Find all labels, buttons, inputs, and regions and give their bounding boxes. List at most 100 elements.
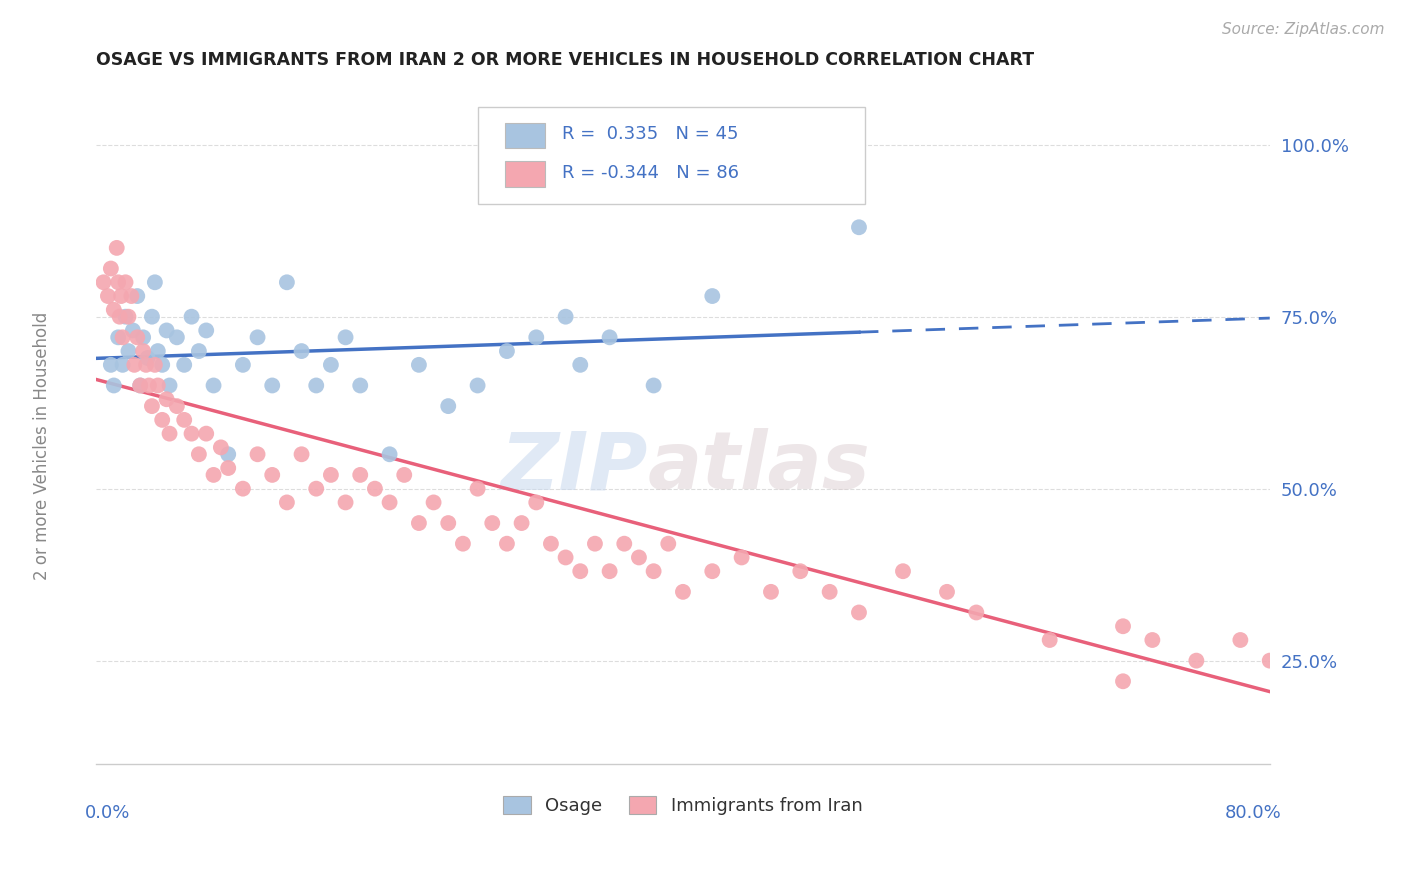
Point [195,323,218,337]
Point [105,241,128,255]
Text: R = -0.344   N = 86: R = -0.344 N = 86 [562,163,740,182]
Point [394,467,416,482]
Point [290,447,312,461]
Point [150,413,173,427]
Point [1112,619,1135,633]
Point [103,302,125,317]
Point [599,330,621,344]
Point [103,378,125,392]
Point [730,550,752,565]
Point [262,467,284,482]
Point [789,564,811,578]
Point [127,289,149,303]
Point [408,516,430,530]
Point [467,378,489,392]
Point [141,310,163,324]
Point [127,330,149,344]
Point [305,378,328,392]
Point [627,550,650,565]
Point [173,413,195,427]
Point [451,537,474,551]
Point [496,344,519,359]
Point [93,275,115,289]
Point [217,447,239,461]
Point [378,495,401,509]
Point [146,344,169,359]
Point [569,564,592,578]
Point [155,392,177,407]
Point [936,585,959,599]
Point [180,426,202,441]
FancyBboxPatch shape [478,106,865,204]
Point [349,467,371,482]
Point [1376,674,1399,689]
Point [422,495,444,509]
Point [613,537,636,551]
Text: ZIP: ZIP [501,428,648,506]
Point [276,495,298,509]
Point [554,550,576,565]
Point [114,275,136,289]
Legend: Osage, Immigrants from Iran: Osage, Immigrants from Iran [496,789,870,822]
Point [262,378,284,392]
Point [569,358,592,372]
Point [246,330,269,344]
Point [114,310,136,324]
Point [349,378,371,392]
Point [97,289,120,303]
Point [217,461,239,475]
Point [209,441,232,455]
Point [524,495,547,509]
Text: R =  0.335   N = 45: R = 0.335 N = 45 [562,125,738,144]
Point [524,330,547,344]
Point [437,399,460,413]
Point [138,378,160,392]
Point [1112,674,1135,689]
Point [124,358,146,372]
Point [146,378,169,392]
Point [672,585,695,599]
Point [180,310,202,324]
Point [143,275,166,289]
Point [965,606,987,620]
Point [1185,654,1208,668]
Point [657,537,679,551]
Point [554,310,576,324]
Text: 2 or more Vehicles in Household: 2 or more Vehicles in Household [34,312,51,580]
Point [335,330,357,344]
Point [166,330,188,344]
Point [848,606,870,620]
Text: Source: ZipAtlas.com: Source: ZipAtlas.com [1222,22,1385,37]
Point [276,275,298,289]
Point [107,330,129,344]
Point [759,585,782,599]
Point [132,330,155,344]
Point [195,426,218,441]
Point [141,399,163,413]
Point [246,447,269,461]
Point [643,378,665,392]
Point [1288,667,1310,681]
Point [305,482,328,496]
Point [599,564,621,578]
Point [117,310,139,324]
Point [1229,632,1251,647]
Point [110,289,132,303]
FancyBboxPatch shape [505,161,544,186]
Point [173,358,195,372]
Point [129,378,152,392]
Point [643,564,665,578]
Point [702,289,724,303]
Text: OSAGE VS IMMIGRANTS FROM IRAN 2 OR MORE VEHICLES IN HOUSEHOLD CORRELATION CHART: OSAGE VS IMMIGRANTS FROM IRAN 2 OR MORE … [96,51,1035,69]
Point [143,358,166,372]
Point [159,426,181,441]
Point [232,482,254,496]
Point [111,358,134,372]
Point [136,351,159,365]
Point [129,378,152,392]
Point [583,537,606,551]
Point [1142,632,1164,647]
Point [100,358,122,372]
Point [159,378,181,392]
FancyBboxPatch shape [505,123,544,148]
